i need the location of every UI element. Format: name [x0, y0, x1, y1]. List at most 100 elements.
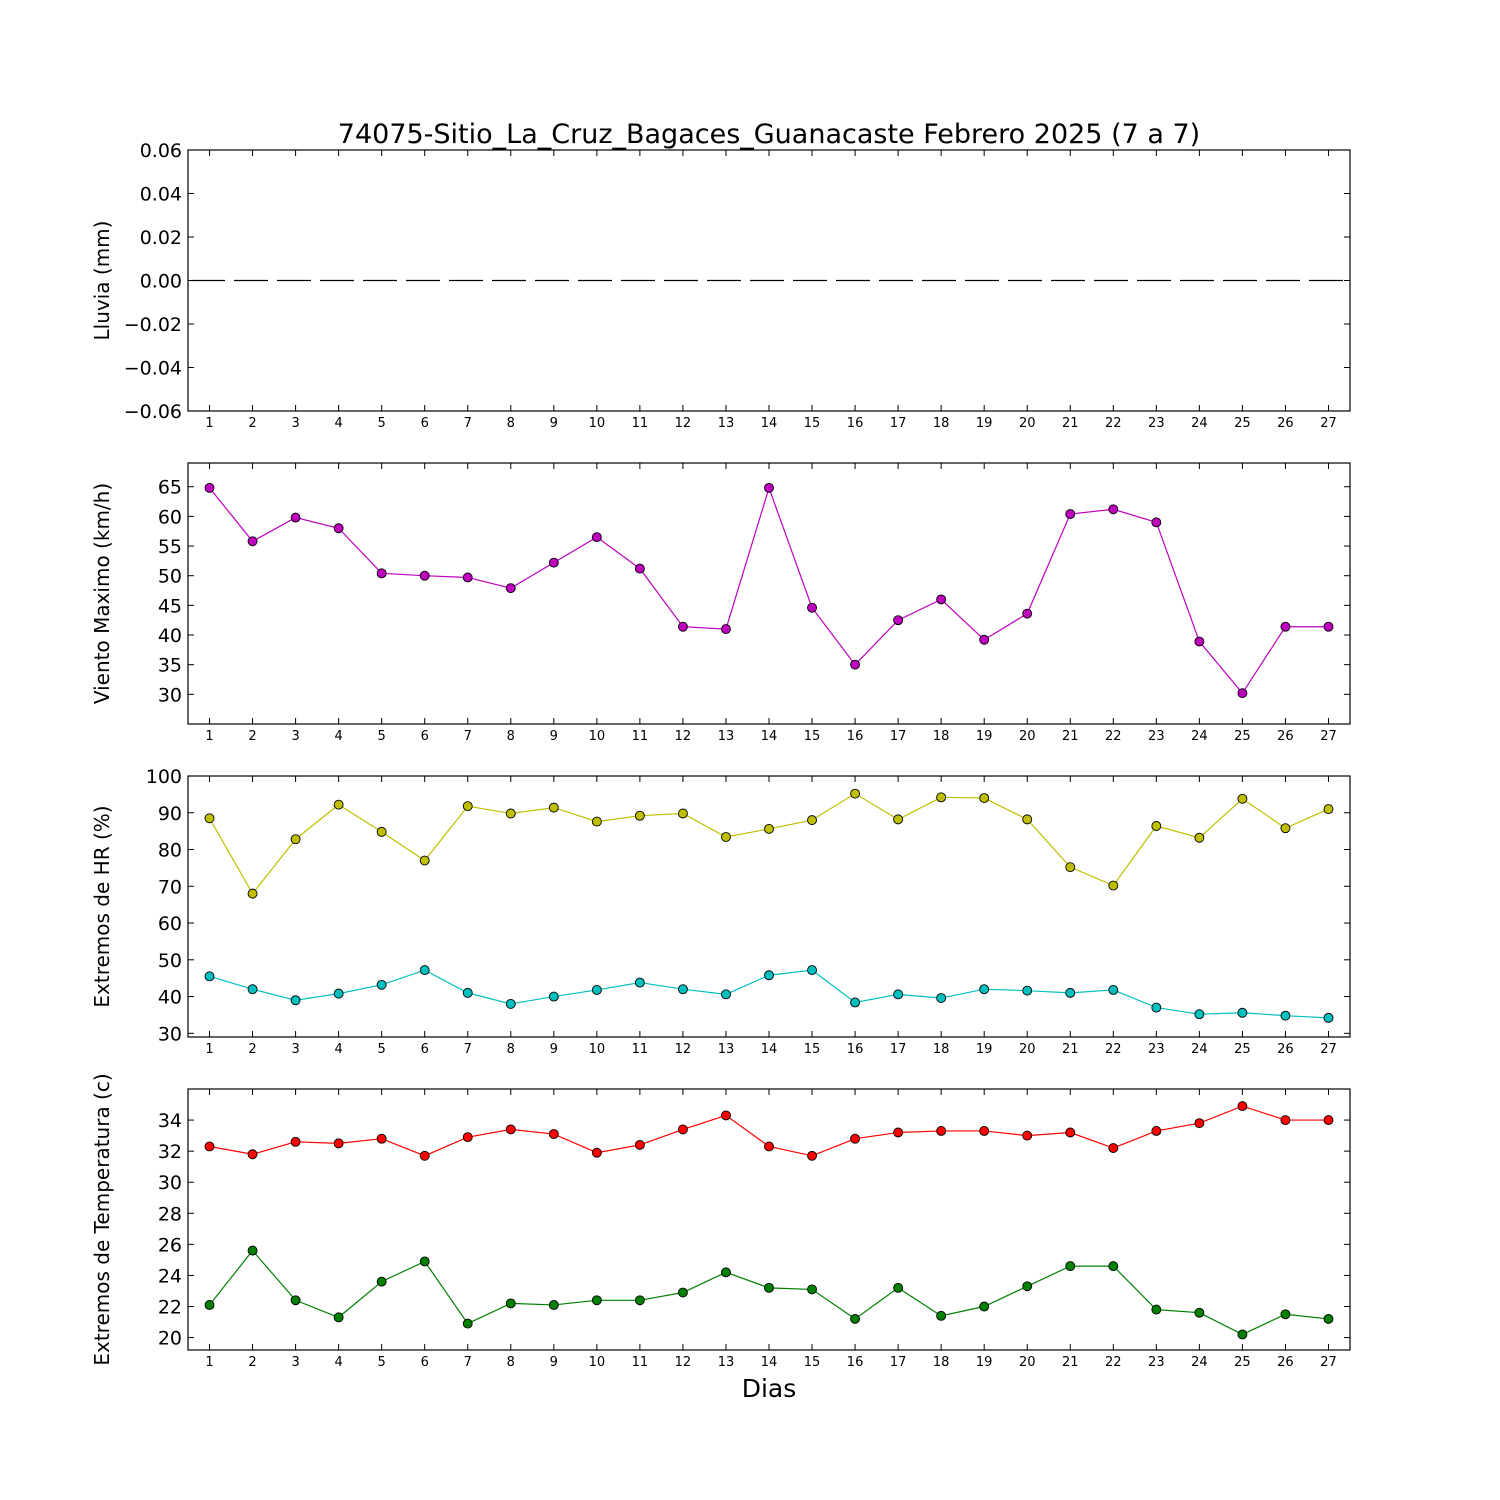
y-tick-label: 30	[158, 1023, 182, 1045]
data-point	[979, 634, 990, 645]
data-point	[591, 1295, 602, 1306]
y-axis-label: Extremos de Temperatura (c)	[90, 1073, 114, 1365]
data-point	[1065, 862, 1076, 873]
x-tick-label: 6	[421, 1355, 429, 1370]
data-point	[1323, 804, 1334, 815]
data-point	[634, 810, 645, 821]
y-tick-label: 50	[158, 950, 182, 972]
data-point	[419, 1150, 430, 1161]
x-tick-label: 14	[761, 1355, 778, 1370]
x-tick-label: 26	[1277, 1042, 1294, 1057]
x-tick-label: 18	[933, 729, 950, 744]
x-tick-label: 7	[464, 1355, 472, 1370]
data-point	[807, 602, 817, 613]
x-tick-label: 27	[1320, 1042, 1337, 1057]
data-point	[247, 1149, 258, 1160]
data-point	[764, 1282, 774, 1293]
data-point	[764, 482, 774, 493]
data-point	[634, 977, 645, 988]
x-tick-label: 8	[507, 729, 515, 744]
x-tick-label: 26	[1277, 729, 1294, 744]
data-point	[247, 984, 258, 995]
x-tick-label: 1	[205, 1042, 213, 1057]
y-tick-label: 34	[158, 1110, 182, 1132]
x-tick-label: 25	[1234, 416, 1251, 431]
data-point	[764, 823, 774, 834]
x-tick-label: 20	[1019, 729, 1036, 744]
x-tick-label: 12	[675, 416, 692, 431]
x-tick-label: 27	[1320, 1355, 1337, 1370]
x-tick-label: 25	[1234, 729, 1251, 744]
data-point	[721, 1110, 731, 1121]
data-point	[1280, 823, 1291, 834]
data-point	[1151, 517, 1162, 528]
data-point	[1237, 1329, 1248, 1340]
data-point	[204, 971, 215, 982]
x-tick-label: 22	[1105, 1355, 1122, 1370]
x-tick-label: 8	[507, 1355, 515, 1370]
x-tick-label: 20	[1019, 416, 1036, 431]
y-tick-label: 20	[158, 1328, 182, 1350]
data-point	[505, 1298, 516, 1309]
data-point	[376, 1276, 387, 1287]
y-axis-label: Extremos de HR (%)	[90, 805, 114, 1007]
x-tick-label: 19	[976, 1042, 993, 1057]
data-point	[1151, 821, 1162, 831]
data-point	[677, 1287, 688, 1298]
x-tick-label: 7	[464, 1042, 472, 1057]
x-tick-label: 13	[718, 1355, 735, 1370]
x-tick-label: 3	[291, 729, 299, 744]
data-point	[1108, 1261, 1119, 1272]
x-tick-label: 24	[1191, 1042, 1208, 1057]
data-point	[1280, 1309, 1291, 1320]
x-tick-label: 4	[334, 729, 342, 744]
y-tick-label: 24	[158, 1265, 182, 1287]
data-point	[1108, 984, 1119, 995]
x-tick-label: 5	[378, 1355, 386, 1370]
data-point	[1108, 880, 1119, 891]
y-tick-label: 22	[158, 1297, 182, 1319]
x-axis-label: Dias	[742, 1374, 797, 1403]
x-tick-label: 20	[1019, 1355, 1036, 1370]
x-tick-label: 11	[632, 729, 649, 744]
y-tick-label: 65	[158, 477, 182, 499]
data-point	[505, 583, 516, 594]
x-tick-label: 27	[1320, 416, 1337, 431]
data-point	[290, 995, 301, 1006]
data-point	[721, 832, 731, 842]
data-point	[505, 1124, 516, 1135]
y-tick-label: 28	[158, 1203, 182, 1225]
x-tick-label: 2	[248, 1042, 256, 1057]
y-tick-label: 40	[158, 987, 182, 1009]
x-tick-label: 9	[550, 729, 558, 744]
data-point	[1323, 1012, 1334, 1023]
x-tick-label: 4	[334, 1355, 342, 1370]
x-tick-label: 23	[1148, 729, 1165, 744]
data-point	[1108, 1143, 1119, 1153]
data-point	[1237, 793, 1248, 804]
data-point	[1065, 1261, 1076, 1272]
data-point	[677, 808, 688, 819]
data-point	[1022, 1130, 1033, 1141]
x-tick-label: 7	[464, 729, 472, 744]
x-tick-label: 23	[1148, 1355, 1165, 1370]
chart-title: 74075-Sitio_La_Cruz_Bagaces_Guanacaste F…	[338, 119, 1200, 150]
y-axis-label: Lluvia (mm)	[90, 221, 114, 341]
x-tick-label: 5	[378, 416, 386, 431]
data-point	[247, 888, 258, 899]
x-tick-label: 13	[718, 729, 735, 744]
data-point	[1022, 814, 1033, 825]
x-tick-label: 4	[334, 1042, 342, 1057]
y-tick-label: 100	[146, 766, 182, 788]
data-point	[634, 563, 645, 574]
data-point	[634, 1295, 645, 1306]
y-axis-label: Viento Maximo (km/h)	[90, 483, 114, 704]
x-tick-label: 21	[1062, 1355, 1079, 1370]
x-tick-label: 2	[248, 1355, 256, 1370]
data-point	[850, 788, 861, 799]
x-tick-label: 8	[507, 416, 515, 431]
data-point	[1280, 621, 1291, 632]
data-point	[1323, 621, 1334, 632]
